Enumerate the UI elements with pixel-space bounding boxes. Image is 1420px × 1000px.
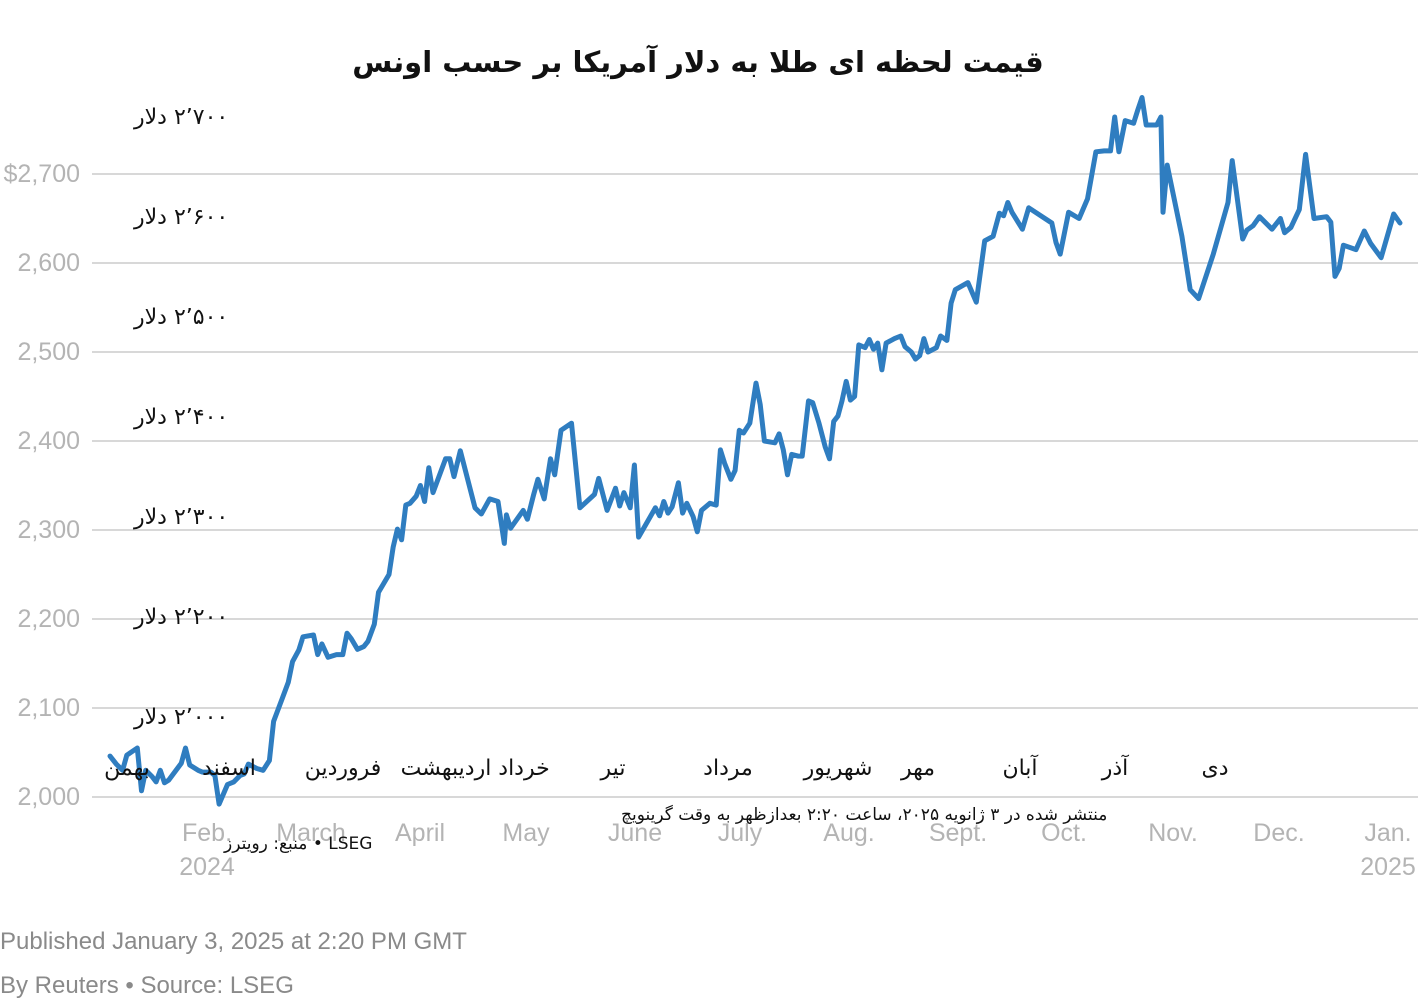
x-axis-fa: بهمن اسفند فروردین اردیبهشت خرداد تیر مر…: [104, 754, 1228, 781]
month-fa: اردیبهشت: [401, 756, 492, 781]
y-tick-en: 2,100: [17, 694, 80, 722]
y-tick-en: 2,300: [17, 516, 80, 544]
y-tick-en: 2,500: [17, 338, 80, 366]
published-note-fa: منتشر شده در ۳ ژانویه ۲۰۲۵، ساعت ۲:۲۰ بع…: [621, 804, 1107, 825]
month-fa: آذر: [1101, 754, 1129, 781]
y-tick-en: $2,700: [4, 160, 80, 188]
x-year-en: 2024: [179, 853, 235, 881]
x-tick-en: May: [502, 819, 550, 847]
y-tick-fa: ۲٬۰۰۰ دلار: [133, 705, 228, 730]
y-axis-en: $2,700 2,600 2,500 2,400 2,300 2,200 2,1…: [4, 160, 80, 811]
source-note-fa: LSEG • منبع: رویترز: [223, 834, 372, 854]
month-fa: مهر: [900, 756, 935, 781]
y-tick-fa: ۲٬۶۰۰ دلار: [133, 205, 228, 230]
x-tick-en: Jan.: [1364, 819, 1411, 847]
month-fa: تیر: [600, 756, 626, 781]
x-tick-en: Feb.: [182, 819, 232, 847]
y-tick-fa: ۲٬۳۰۰ دلار: [133, 505, 228, 530]
x-tick-en: Sept.: [929, 819, 987, 847]
x-tick-en: April: [395, 819, 445, 847]
y-tick-fa: ۲٬۵۰۰ دلار: [133, 305, 228, 330]
x-axis-en: Feb. March April May June July Aug. Sept…: [179, 819, 1416, 881]
x-tick-en: Oct.: [1041, 819, 1087, 847]
gold-price-line: [107, 95, 1403, 807]
month-fa: شهریور: [803, 756, 873, 781]
month-fa: مرداد: [703, 756, 753, 781]
chart-title: قیمت لحظه ای طلا به دلار آمریکا بر حسب ا…: [352, 44, 1043, 79]
y-tick-fa: ۲٬۷۰۰ دلار: [133, 105, 228, 130]
month-fa: آبان: [1002, 754, 1038, 781]
y-tick-en: 2,000: [17, 783, 80, 811]
y-tick-en: 2,400: [17, 427, 80, 455]
month-fa: بهمن: [104, 756, 150, 781]
source-note-en: By Reuters • Source: LSEG: [0, 972, 294, 999]
x-tick-en: March: [276, 819, 345, 847]
x-tick-en: June: [608, 819, 662, 847]
y-axis-fa: ۲٬۷۰۰ دلار ۲٬۶۰۰ دلار ۲٬۵۰۰ دلار ۲٬۴۰۰ د…: [133, 105, 228, 730]
x-tick-en: Aug.: [823, 819, 874, 847]
month-fa: خرداد: [498, 756, 549, 781]
month-fa: فروردین: [305, 756, 382, 781]
y-tick-fa: ۲٬۲۰۰ دلار: [133, 605, 228, 630]
x-tick-en: Dec.: [1253, 819, 1304, 847]
x-tick-en: Nov.: [1148, 819, 1198, 847]
y-tick-en: 2,200: [17, 605, 80, 633]
x-year-en: 2025: [1360, 853, 1416, 881]
x-tick-en: July: [718, 819, 763, 847]
month-fa: دی: [1201, 756, 1228, 781]
gridlines: [92, 173, 1418, 798]
y-tick-fa: ۲٬۴۰۰ دلار: [133, 405, 228, 430]
y-tick-en: 2,600: [17, 249, 80, 277]
published-note-en: Published January 3, 2025 at 2:20 PM GMT: [0, 928, 467, 955]
month-fa: اسفند: [202, 756, 256, 781]
